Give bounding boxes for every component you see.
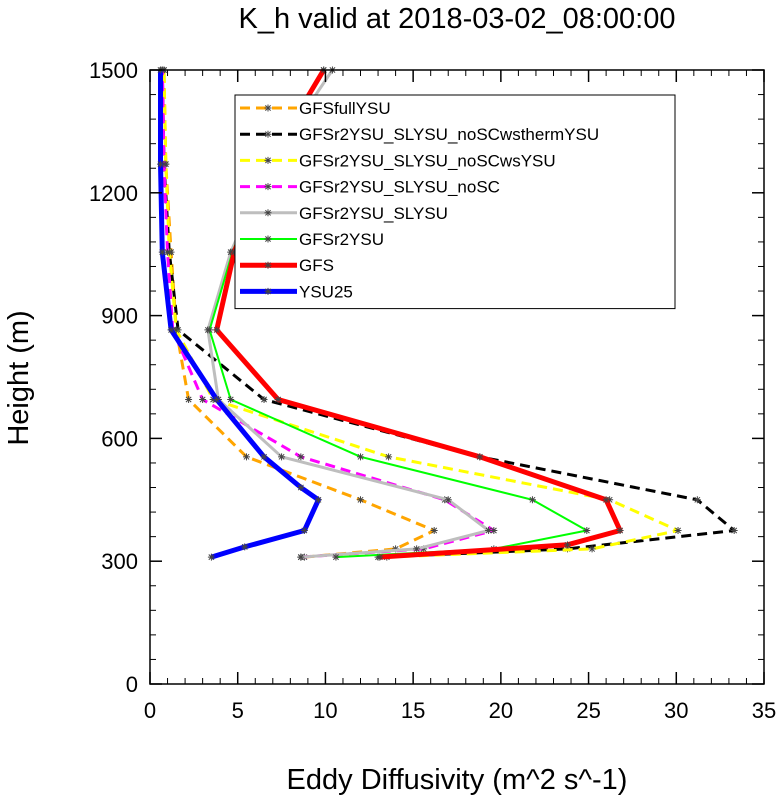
data-point bbox=[164, 248, 172, 256]
legend-label: GFSr2YSU_SLYSU_noSC bbox=[299, 178, 500, 197]
legend-label: GFSr2YSU bbox=[299, 230, 384, 249]
x-tick-label: 5 bbox=[232, 698, 244, 723]
data-point bbox=[674, 527, 682, 534]
legend-label: GFSr2YSU_SLYSU_noSCwsthermYSU bbox=[299, 125, 599, 144]
data-point bbox=[413, 545, 421, 553]
data-point bbox=[430, 527, 438, 534]
plot-frame bbox=[149, 69, 765, 685]
data-point bbox=[260, 453, 268, 461]
legend-marker bbox=[264, 235, 272, 243]
data-point bbox=[588, 545, 596, 553]
data-point bbox=[730, 527, 738, 534]
data-point bbox=[230, 248, 238, 256]
data-point bbox=[167, 326, 175, 334]
data-point bbox=[314, 496, 322, 504]
legend-item: GFS bbox=[240, 256, 334, 275]
legend-marker bbox=[264, 183, 272, 191]
legend-box bbox=[234, 94, 676, 310]
legend-item: GFSr2YSU_SLYSU bbox=[240, 204, 448, 223]
data-point bbox=[385, 453, 393, 461]
data-point bbox=[357, 453, 365, 461]
legend-marker bbox=[264, 209, 272, 217]
data-point bbox=[206, 326, 214, 334]
data-point bbox=[278, 453, 286, 461]
data-point bbox=[274, 396, 282, 404]
data-point bbox=[209, 396, 217, 404]
data-point bbox=[213, 326, 221, 334]
data-point bbox=[564, 541, 572, 549]
data-point bbox=[444, 496, 452, 504]
legend-marker bbox=[264, 261, 272, 269]
chart-title: K_h valid at 2018-03-02_08:00:00 bbox=[239, 3, 676, 35]
data-point bbox=[227, 396, 235, 404]
data-point bbox=[602, 496, 610, 504]
data-point bbox=[207, 553, 215, 561]
legend-item: GFSr2YSU_SLYSU_noSCwsthermYSU bbox=[240, 125, 599, 144]
data-point bbox=[616, 527, 624, 534]
x-tick-label: 35 bbox=[752, 698, 776, 723]
x-axis-label: Eddy Diffusivity (m^2 s^-1) bbox=[287, 764, 628, 796]
y-tick-label: 600 bbox=[101, 426, 138, 451]
data-point bbox=[157, 160, 165, 168]
axis-ticks: 0 5 10 15 20 25 30 35 0 300 600 900 1200 1500 bbox=[89, 58, 776, 723]
series-line bbox=[162, 69, 680, 559]
data-point bbox=[490, 527, 498, 534]
x-tick-label: 0 bbox=[144, 698, 156, 723]
data-point bbox=[199, 396, 207, 404]
legend-marker bbox=[264, 287, 272, 295]
data-point bbox=[172, 326, 180, 334]
y-tick-label: 1200 bbox=[89, 181, 138, 206]
data-point bbox=[528, 496, 536, 504]
data-point bbox=[606, 496, 614, 504]
data-point bbox=[485, 527, 493, 534]
legend-label: GFSr2YSU_SLYSU_noSCwsYSU bbox=[299, 151, 556, 170]
y-tick-label: 0 bbox=[126, 672, 138, 697]
x-tick-label: 20 bbox=[489, 698, 513, 723]
data-point bbox=[297, 484, 305, 492]
data-point bbox=[583, 527, 591, 534]
data-point bbox=[300, 527, 308, 534]
legend-marker bbox=[264, 104, 272, 112]
data-point bbox=[297, 453, 305, 461]
data-point bbox=[241, 543, 249, 551]
legend-item: YSU25 bbox=[240, 282, 353, 301]
series-group bbox=[157, 66, 322, 561]
data-point bbox=[332, 553, 340, 561]
data-point bbox=[420, 545, 428, 553]
data-point bbox=[185, 396, 193, 404]
x-tick-label: 25 bbox=[576, 698, 600, 723]
x-tick-label: 30 bbox=[664, 698, 688, 723]
y-axis-label: Height (m) bbox=[3, 310, 35, 445]
legend-marker bbox=[264, 156, 272, 164]
data-point bbox=[160, 160, 168, 168]
y-tick-label: 300 bbox=[101, 549, 138, 574]
data-point bbox=[242, 453, 250, 461]
data-point bbox=[158, 248, 166, 256]
legend-item: GFSfullYSU bbox=[240, 99, 391, 118]
y-tick-label: 1500 bbox=[89, 58, 138, 83]
data-point bbox=[376, 553, 384, 561]
data-point bbox=[213, 396, 221, 404]
legend: GFSfullYSU GFSr2YSU_SLYSU_noSCwsthermYSU G… bbox=[234, 94, 676, 310]
legend-label: YSU25 bbox=[299, 282, 353, 301]
y-tick-label: 900 bbox=[101, 304, 138, 329]
data-point bbox=[260, 396, 268, 404]
legend-marker bbox=[264, 130, 272, 138]
data-point bbox=[357, 496, 365, 504]
x-tick-label: 10 bbox=[313, 698, 337, 723]
legend-label: GFS bbox=[299, 256, 334, 275]
legend-item: GFSr2YSU_SLYSU_noSCwsYSU bbox=[240, 151, 556, 170]
legend-label: GFSr2YSU_SLYSU bbox=[299, 204, 448, 223]
x-tick-label: 15 bbox=[401, 698, 425, 723]
data-point bbox=[297, 553, 305, 561]
legend-label: GFSfullYSU bbox=[299, 99, 391, 118]
legend-item: GFSr2YSU_SLYSU_noSC bbox=[240, 178, 500, 197]
data-point bbox=[476, 453, 484, 461]
legend-item: GFSr2YSU bbox=[240, 230, 384, 249]
data-point bbox=[693, 496, 701, 504]
